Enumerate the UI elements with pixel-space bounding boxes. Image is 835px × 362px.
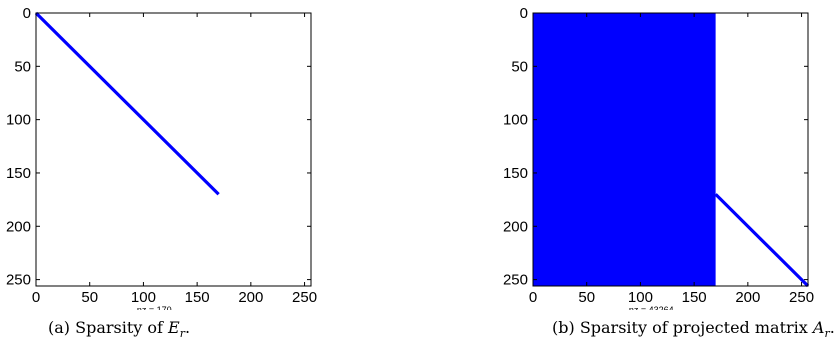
y-tick-label: 100 (503, 112, 528, 129)
caption-b-math: A (812, 318, 825, 337)
y-tick-label: 150 (6, 165, 31, 182)
x-tick-label: 100 (628, 289, 653, 306)
x-tick-label: 50 (578, 289, 595, 306)
nz-label: nz = 170 (137, 305, 172, 310)
caption-a-math: E (168, 318, 180, 337)
x-tick-label: 150 (682, 289, 707, 306)
y-tick-label: 150 (503, 165, 528, 182)
diagonal-mark (714, 193, 810, 288)
x-tick-label: 150 (185, 289, 210, 306)
diagonal-mark (34, 11, 220, 196)
caption-b-end: . (829, 318, 835, 337)
plot-area (34, 11, 220, 196)
caption-a-sub: r (179, 327, 185, 341)
x-tick-label: 50 (81, 289, 98, 306)
x-tick-label: 250 (292, 289, 317, 306)
x-tick-label: 200 (735, 289, 760, 306)
caption-a: (a) Sparsity of Er. (48, 318, 190, 340)
caption-b-text: (b) Sparsity of projected matrix (552, 318, 813, 337)
axes-frame (35, 12, 312, 287)
nz-label: nz = 43264 (629, 305, 674, 310)
y-tick-label: 50 (14, 58, 31, 75)
caption-a-text: (a) Sparsity of (48, 318, 169, 337)
caption-b: (b) Sparsity of projected matrix Ar. (552, 318, 835, 340)
y-tick-label: 250 (503, 272, 528, 289)
x-tick-label: 250 (789, 289, 814, 306)
y-tick-label: 50 (511, 58, 528, 75)
y-tick-label: 200 (6, 218, 31, 235)
y-tick-label: 250 (6, 272, 31, 289)
x-tick-label: 0 (529, 289, 537, 306)
x-tick-label: 100 (131, 289, 156, 306)
y-tick-label: 0 (520, 5, 528, 22)
y-tick-label: 100 (6, 112, 31, 129)
y-tick-label: 200 (503, 218, 528, 235)
dense-block-mark (533, 13, 716, 286)
caption-b-sub: r (824, 327, 830, 341)
plot-area (533, 13, 810, 288)
caption-a-end: . (184, 318, 191, 337)
axes-frame (532, 12, 809, 287)
y-tick-label: 0 (23, 5, 31, 22)
x-tick-label: 0 (32, 289, 40, 306)
x-tick-label: 200 (238, 289, 263, 306)
